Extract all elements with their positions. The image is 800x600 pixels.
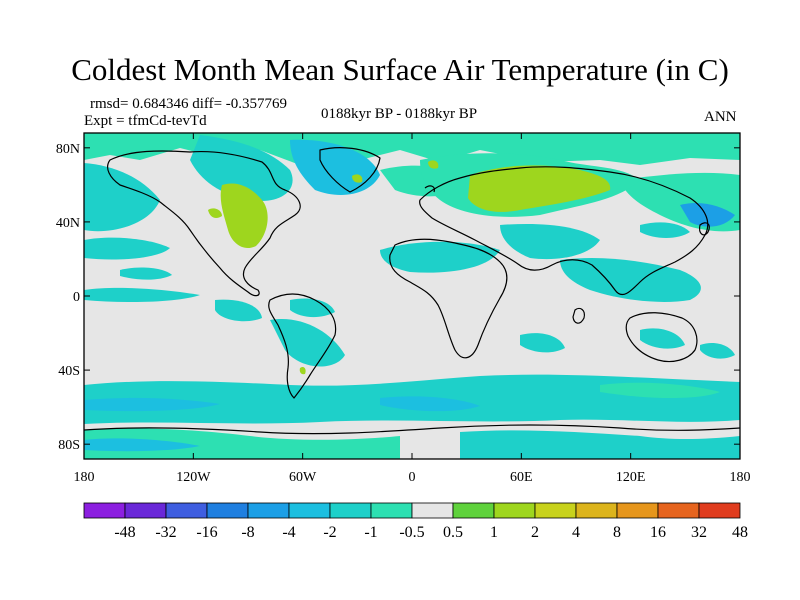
colorbar-label: 16: [650, 524, 666, 541]
colorbar-label: 32: [691, 524, 707, 541]
lon-tick-label: 120W: [176, 470, 211, 485]
eurasia-coast: [419, 166, 709, 296]
east-pacific-patch: [215, 299, 262, 322]
lat-tick-label: 40N: [56, 216, 80, 231]
colorbar-swatch-12: [575, 502, 618, 519]
britain-coast: [424, 185, 435, 193]
greenland-warm: [352, 174, 363, 183]
lon-tick-label: 60E: [510, 470, 533, 485]
lon-tick-label: 180: [74, 470, 95, 485]
east-asia-patch: [640, 222, 690, 238]
colorbar-swatch-0: [83, 502, 126, 519]
madagascar-patch: [520, 333, 565, 353]
map-axes: 80N 40N 0 40S 80S 180 120W 60W 0 60E 120E 180: [56, 133, 751, 485]
lat-tick-label: 0: [73, 290, 80, 305]
australia-coast: [625, 312, 698, 363]
colorbar-swatch-3: [206, 502, 249, 519]
experiment-label: Expt = tfmCd-tevTd: [84, 113, 207, 129]
colorbar-label: 1: [490, 524, 498, 541]
lon-tick-label: 180: [730, 470, 751, 485]
patagonia-warm: [299, 366, 306, 375]
africa-coast: [389, 238, 508, 359]
colorbar-label: 48: [732, 524, 748, 541]
colorbar-label: -1: [364, 524, 377, 541]
coastlines: [84, 147, 740, 435]
pacific-patch-2: [120, 267, 172, 280]
southern-ocean-deep-2: [380, 396, 480, 412]
lon-tick-label: 0: [409, 470, 416, 485]
antarctic-lower-2: [460, 430, 740, 459]
tasman-patch: [700, 343, 735, 359]
colorbar-label: 4: [572, 524, 580, 541]
period-label: 0188kyr BP - 0188kyr BP: [321, 106, 478, 122]
colorbar-label: -0.5: [399, 524, 424, 541]
colorbar-label: -32: [155, 524, 176, 541]
sahara-patch: [380, 241, 500, 273]
antarctic-deep: [84, 438, 200, 452]
north-pacific-west: [84, 163, 160, 232]
lat-tick-label: 40S: [58, 364, 80, 379]
colorbar-swatch-6: [329, 502, 372, 519]
south-america-patch: [270, 319, 345, 367]
indian-ocean-patch: [560, 258, 701, 302]
colorbar-label: -8: [241, 524, 254, 541]
kamchatka-patch: [680, 203, 735, 227]
colorbar-swatch-2: [165, 502, 208, 519]
colorbar-label: 2: [531, 524, 539, 541]
lon-tick-label: 120E: [616, 470, 646, 485]
colorbar-swatch-13: [616, 502, 659, 519]
north-america-warm: [220, 183, 268, 249]
colorbar-label: -48: [114, 524, 135, 541]
colorbar-label: 0.5: [443, 524, 463, 541]
colorbar-swatch-5: [288, 502, 331, 519]
arctic-band: [84, 133, 740, 165]
equatorial-atlantic: [290, 298, 335, 318]
eurasia-warm: [468, 165, 611, 212]
colorbar-swatch-8: [411, 502, 454, 519]
southern-ocean-patch-3: [600, 382, 720, 398]
colorbar-label: -16: [196, 524, 217, 541]
colorbar-swatch-14: [657, 502, 700, 519]
great-plains-warm: [208, 208, 222, 218]
north-america-arctic: [190, 135, 293, 201]
antarctic-lower-1: [84, 428, 400, 459]
map-title: Coldest Month Mean Surface Air Temperatu…: [71, 52, 729, 87]
japan-coast: [699, 222, 710, 236]
colorbar-swatch-1: [124, 502, 167, 519]
colorbar: -48 -32 -16 -8 -4 -2 -1 -0.5 0.5 1 2 4 8 16 32 48: [83, 502, 748, 541]
svalbard-warm: [428, 160, 439, 169]
colorbar-swatch-4: [247, 502, 290, 519]
antarctica-coast: [84, 424, 740, 435]
central-asia-patch: [500, 223, 600, 260]
lon-tick-label: 60W: [289, 470, 317, 485]
pacific-patch-1: [84, 237, 170, 260]
colorbar-swatch-7: [370, 502, 413, 519]
stats-label: rmsd= 0.684346 diff= -0.357769: [90, 96, 288, 112]
equatorial-pacific: [84, 287, 200, 303]
lat-tick-label: 80N: [56, 142, 80, 157]
colorbar-swatch-9: [452, 502, 495, 519]
colorbar-label: -4: [282, 524, 295, 541]
colorbar-label: -2: [323, 524, 336, 541]
southern-ocean-deep-1: [84, 397, 220, 412]
season-label: ANN: [704, 109, 737, 125]
australia-west-patch: [640, 328, 685, 349]
colorbar-swatch-10: [493, 502, 536, 519]
anomaly-field: [84, 133, 740, 459]
colorbar-swatch-11: [534, 502, 577, 519]
south-america-coast: [268, 293, 337, 399]
colorbar-swatch-15: [698, 502, 741, 519]
colorbar-label: 8: [613, 524, 621, 541]
north-america-coast: [107, 150, 301, 297]
lat-tick-label: 80S: [58, 438, 80, 453]
greenland-coast: [319, 147, 381, 193]
madagascar-coast: [572, 307, 585, 324]
